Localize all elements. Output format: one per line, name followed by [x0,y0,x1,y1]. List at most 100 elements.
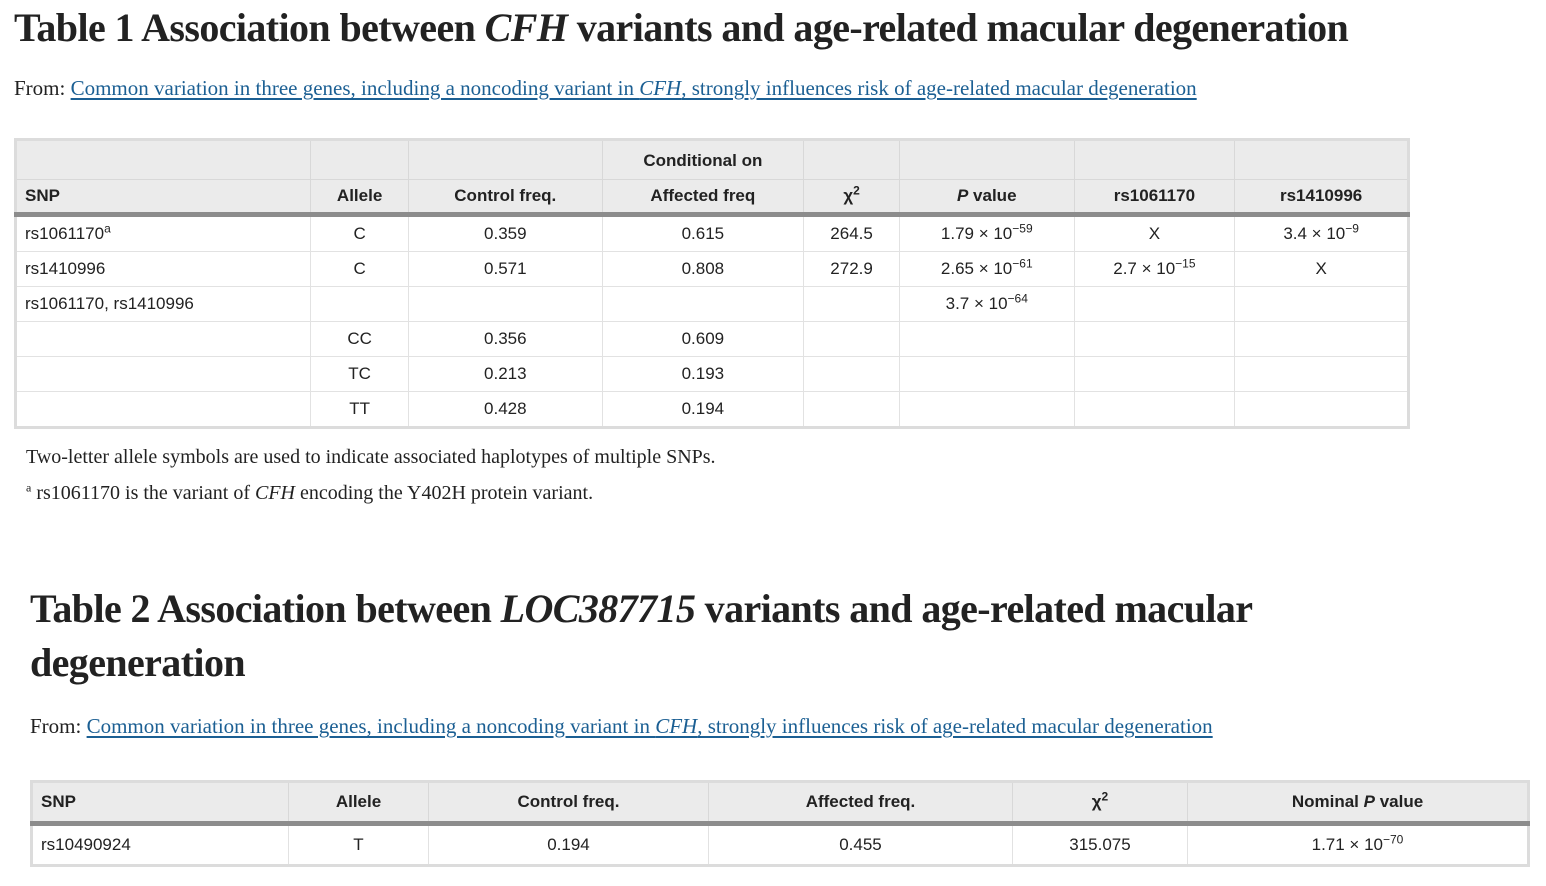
header-control-freq: Control freq. [408,179,603,217]
cell-conditional-rs1410996: X [1234,251,1409,287]
cell-p-value-exponent: −61 [1012,256,1033,271]
cell-control-freq: 0.194 [428,823,709,866]
cell-conditional-rs1061170 [1073,286,1236,322]
table1-header-group-row: Conditional on [14,139,1409,180]
footnote-marker: a [26,480,32,495]
cell-control-freq-text: 0.213 [484,364,527,383]
header-blank [310,139,410,180]
header-chi-square: χ2 [1012,781,1188,826]
header-p-value: P value [899,179,1075,217]
cell-chi-square-text: 272.9 [830,259,873,278]
header-affected-freq: Affected freq. [708,781,1013,826]
cell-allele-text: C [353,224,366,243]
cell-control-freq-text: 0.356 [484,329,527,348]
cell-conditional-rs1061170 [1073,321,1236,357]
cell-snp [14,321,312,357]
cell-snp [14,391,312,428]
cell-control-freq: 0.213 [408,356,603,392]
table1-source-article-link[interactable]: Common variation in three genes, includi… [71,76,1197,100]
cell-p-value [899,391,1075,428]
chi-exponent: 2 [853,183,860,198]
cell-p-value: 1.79 × 10−59 [899,214,1075,252]
cell-chi-square: 264.5 [803,214,900,252]
cell-snp [14,356,312,392]
cell-nominal-p-value-exponent: −70 [1383,832,1404,847]
cell-conditional-rs1061170-exponent: −15 [1175,256,1196,271]
header-allele: Allele [310,179,410,217]
header-snp: SNP [14,179,312,217]
header-blank [14,139,312,180]
cell-conditional-rs1061170-text: X [1148,224,1161,243]
cell-affected-freq-text: 0.455 [839,835,882,854]
table1: Conditional on SNP Allele Control freq. … [14,138,1410,429]
header-conditional-on: Conditional on [601,139,805,180]
cell-affected-freq [601,286,805,322]
link-text-part2: , strongly influences risk of age-relate… [681,76,1197,100]
cell-control-freq-text: 0.194 [547,835,590,854]
table-row: TT 0.428 0.194 [14,391,1409,428]
cell-p-value-text: 3.7 × 10 [945,294,1008,313]
cell-p-value-exponent: −59 [1012,221,1033,236]
cell-allele-text: CC [347,329,372,348]
cell-snp-text: rs1061170 [25,224,105,243]
cell-control-freq-text: 0.428 [484,399,527,418]
cell-snp: rs1410996 [14,251,312,287]
cell-p-value-exponent: −64 [1007,291,1028,306]
cell-chi-square-text: 315.075 [1069,835,1131,854]
table1-from-label: From: [14,76,66,100]
table1-footnote-haplotypes: Two-letter allele symbols are used to in… [26,446,716,468]
footnote-text-part1: rs1061170 is the variant of [31,482,255,504]
cell-control-freq: 0.359 [408,214,603,252]
cell-allele-text: TC [348,364,371,383]
cell-snp: rs1061170a [14,214,312,252]
cell-control-freq [408,286,603,322]
table-row: TC 0.213 0.193 [14,356,1409,392]
table1-title-suffix: variants and age-related macular degener… [567,5,1349,50]
header-blank [803,139,900,180]
cell-allele-text: C [353,259,366,278]
link-text-gene: CFH [655,714,698,738]
table1-header-row: SNP Allele Control freq. Affected freq χ… [14,179,1409,217]
cell-chi-square [803,391,900,428]
table2-source-article-link[interactable]: Common variation in three genes, includi… [87,714,1213,738]
cell-affected-freq-text: 0.609 [681,329,725,348]
cell-snp: rs1061170, rs1410996 [14,286,312,322]
cell-allele: TC [310,356,410,392]
cell-allele [310,286,410,322]
cell-affected-freq: 0.194 [601,391,805,428]
cell-allele-text: TT [349,399,370,418]
cell-p-value [899,321,1075,357]
cell-allele-text: T [353,835,364,854]
table1-title: Table 1 Association between CFH variants… [14,2,1349,54]
cell-allele: T [288,823,429,866]
table-row: rs1061170, rs1410996 3.7 × 10−64 [14,286,1409,322]
cell-conditional-rs1061170 [1073,356,1236,392]
header-blank [1073,139,1236,180]
cell-chi-square: 315.075 [1012,823,1188,866]
cell-conditional-rs1061170 [1073,391,1236,428]
cell-control-freq-text: 0.359 [484,224,527,243]
cell-snp: rs10490924 [31,823,289,866]
footnote-text-part2: encoding the Y402H protein variant. [295,482,594,504]
cell-conditional-rs1061170: X [1073,214,1236,252]
cell-allele: C [310,251,410,287]
cell-conditional-rs1410996-text: X [1315,259,1327,278]
header-chi-square: χ2 [803,179,900,217]
header-affected-freq: Affected freq [601,179,805,217]
cell-affected-freq-text: 0.615 [681,224,725,243]
chi-symbol: χ [1091,792,1102,811]
chi-exponent: 2 [1101,789,1109,804]
table2-source-line: From: Common variation in three genes, i… [30,712,1213,740]
cell-allele: CC [310,321,410,357]
cell-affected-freq: 0.193 [601,356,805,392]
link-text-part1: Common variation in three genes, includi… [70,76,640,100]
link-text-part2: , strongly influences risk of age-relate… [697,714,1213,738]
cell-chi-square [803,286,900,322]
cell-chi-square [803,356,900,392]
cell-snp-text: rs1410996 [25,259,106,278]
cell-chi-square-text: 264.5 [830,224,873,243]
table2-title-gene: LOC387715 [500,586,696,631]
cell-conditional-rs1410996 [1234,286,1409,322]
cell-control-freq-text: 0.571 [484,259,527,278]
cell-conditional-rs1410996 [1234,321,1409,357]
